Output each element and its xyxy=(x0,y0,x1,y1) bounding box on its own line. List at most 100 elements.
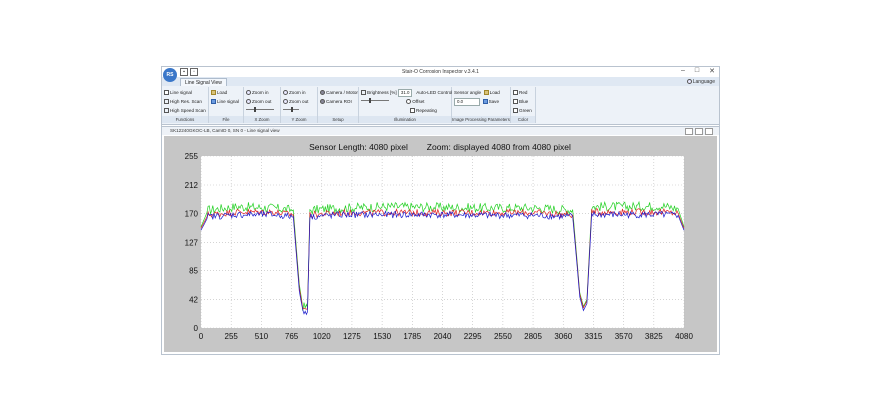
sensor-angle-label: Sensor angle xyxy=(454,90,482,95)
group-label: Image Processing Parameters xyxy=(452,116,510,123)
app-menu-button[interactable]: RS xyxy=(163,68,177,82)
sensor-angle-input[interactable]: 0.0 xyxy=(454,98,480,106)
checkbox-icon xyxy=(513,99,518,104)
zoom-out-icon xyxy=(283,99,288,104)
red-label: Red xyxy=(519,90,528,95)
checkbox-icon xyxy=(513,108,518,113)
quick-save-icon[interactable]: ▪ xyxy=(180,68,188,76)
group-color: Red Blue Green Color xyxy=(511,87,536,123)
y-tick-label: 85 xyxy=(189,267,198,276)
checkbox-icon xyxy=(513,90,518,95)
high-res-scan-button[interactable]: High Res. Scan xyxy=(164,97,206,106)
x-tick-label: 765 xyxy=(285,332,299,341)
group-label: Illumination xyxy=(359,116,451,123)
x-tick-label: 1530 xyxy=(373,332,391,341)
roi-icon xyxy=(320,99,325,104)
x-tick-label: 2805 xyxy=(524,332,542,341)
line-signal-icon xyxy=(164,90,169,95)
x-zoom-out-button[interactable]: Zoom out xyxy=(246,97,274,106)
x-zoom-in-button[interactable]: Zoom in xyxy=(246,88,274,97)
group-label: Y Zoom xyxy=(281,116,317,123)
ribbon: Line signal High Res. Scan High Speed Sc… xyxy=(162,86,719,125)
folder-icon xyxy=(211,90,216,95)
y-axis: 255 212 170 127 85 42 0 xyxy=(185,152,199,333)
zoom-out-icon xyxy=(246,99,251,104)
x-tick-label: 255 xyxy=(225,332,239,341)
chart-title: Sensor Length: 4080 pixel Zoom: displaye… xyxy=(309,142,571,152)
blue-label: Blue xyxy=(519,99,529,104)
y-tick-label: 255 xyxy=(185,152,199,161)
x-tick-label: 1020 xyxy=(313,332,331,341)
y-zoom-out-button[interactable]: Zoom out xyxy=(283,97,308,106)
group-x-zoom: Zoom in Zoom out X Zoom xyxy=(244,87,281,123)
x-zoom-slider[interactable] xyxy=(246,106,274,115)
child-restore-button[interactable] xyxy=(695,128,703,135)
x-tick-label: 510 xyxy=(255,332,269,341)
x-tick-label: 3060 xyxy=(554,332,572,341)
language-button[interactable]: Language xyxy=(686,79,715,85)
app-window: RS ▪ ▫ Stair-O Corrosion Inspector v.3.4… xyxy=(161,66,720,355)
y-tick-label: 170 xyxy=(185,209,199,218)
x-tick-label: 1275 xyxy=(343,332,361,341)
y-zoom-slider[interactable] xyxy=(283,106,308,115)
close-button[interactable]: ✕ xyxy=(709,68,715,75)
group-label: Color xyxy=(511,116,535,123)
y-zoom-out-label: Zoom out xyxy=(289,99,309,104)
offset-option[interactable]: Offset xyxy=(406,99,424,104)
green-checkbox[interactable]: Green xyxy=(513,106,532,115)
repeating-option[interactable]: Repeating xyxy=(410,108,437,113)
group-label: Functions xyxy=(162,116,208,123)
y-zoom-in-button[interactable]: Zoom in xyxy=(283,88,308,97)
group-functions: Line signal High Res. Scan High Speed Sc… xyxy=(162,87,209,123)
load-params-label: Load xyxy=(489,90,500,95)
y-tick-label: 212 xyxy=(185,181,199,190)
x-tick-label: 2295 xyxy=(464,332,482,341)
zoom-in-icon xyxy=(246,90,251,95)
y-tick-label: 127 xyxy=(185,238,199,247)
group-label: X Zoom xyxy=(244,116,280,123)
child-close-button[interactable] xyxy=(705,128,713,135)
load-params-button[interactable]: Load xyxy=(483,90,500,95)
save-icon xyxy=(482,99,488,104)
x-axis: 0 255 510 765 1020 1275 1530 1785 2040 2295 2550 28… xyxy=(199,332,694,341)
load-file-button[interactable]: Load xyxy=(211,88,239,97)
brightness-input[interactable]: 31.0 xyxy=(397,89,413,97)
minimize-button[interactable]: – xyxy=(680,67,685,74)
window-title: Stair-O Corrosion Inspector v.3.4.1 xyxy=(402,69,479,75)
camera-roi-button[interactable]: Camera ROI xyxy=(320,97,358,106)
group-setup: Camera / Motor Camera ROI Setup xyxy=(318,87,359,123)
camera-icon xyxy=(320,90,325,95)
green-signal-line xyxy=(200,200,685,311)
child-title-bar: SK12240GKOC-LB, CamID 0, SN 0 - Line sig… xyxy=(162,127,719,135)
camera-motor-button[interactable]: Camera / Motor xyxy=(320,88,358,97)
zoom-in-icon xyxy=(283,90,288,95)
line-signal-button[interactable]: Line signal xyxy=(164,88,206,97)
blue-signal-line xyxy=(200,210,685,316)
camera-motor-label: Camera / Motor xyxy=(326,90,358,95)
title-bar: ▪ ▫ Stair-O Corrosion Inspector v.3.4.1 … xyxy=(162,67,719,77)
y-zoom-in-label: Zoom in xyxy=(289,90,306,95)
x-tick-label: 3570 xyxy=(615,332,633,341)
maximize-button[interactable]: □ xyxy=(694,67,700,74)
tab-line-signal-view[interactable]: Line Signal View xyxy=(180,78,227,87)
group-y-zoom: Zoom in Zoom out Y Zoom xyxy=(281,87,318,123)
child-minimize-button[interactable] xyxy=(685,128,693,135)
brightness-slider[interactable] xyxy=(361,98,389,103)
x-tick-label: 4080 xyxy=(675,332,693,341)
save-line-signal-button[interactable]: Line signal xyxy=(211,97,239,106)
blue-checkbox[interactable]: Blue xyxy=(513,97,532,106)
scan-fast-icon xyxy=(164,108,169,113)
quick-open-icon[interactable]: ▫ xyxy=(190,68,198,76)
brightness-icon xyxy=(361,90,366,95)
folder-icon xyxy=(483,90,489,95)
auto-led-label: Auto-LED Control xyxy=(416,90,453,95)
red-checkbox[interactable]: Red xyxy=(513,88,532,97)
group-label: Setup xyxy=(318,116,358,123)
group-illumination: Brightness [%] 31.0 Auto-LED Control Off… xyxy=(359,87,452,123)
x-zoom-in-label: Zoom in xyxy=(252,90,269,95)
save-params-button[interactable]: Save xyxy=(482,99,499,104)
green-label: Green xyxy=(519,108,532,113)
high-res-scan-label: High Res. Scan xyxy=(170,99,202,104)
high-speed-scan-button[interactable]: High Speed Scan xyxy=(164,106,206,115)
group-image-processing: Sensor angle Load 0.0 Save Image Process… xyxy=(452,87,511,123)
